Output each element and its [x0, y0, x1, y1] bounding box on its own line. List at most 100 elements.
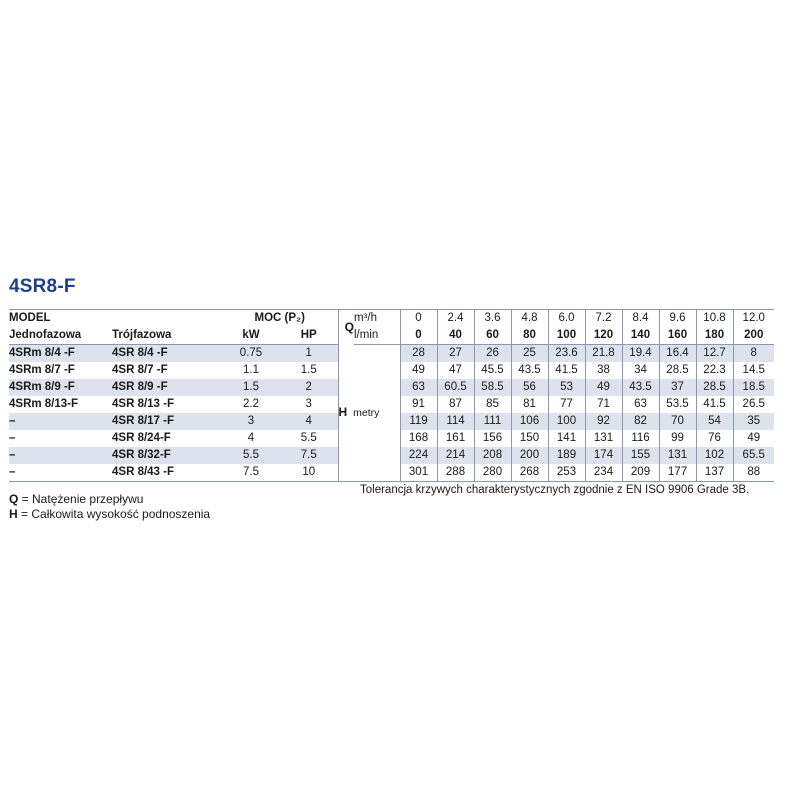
head-value-cell: 111 [473, 413, 511, 430]
head-value-cell: 114 [436, 413, 474, 430]
three-phase-model: 4SR 8/32-F [112, 447, 222, 464]
flow-lmin-cell: 60 [473, 327, 511, 345]
three-phase-model: 4SR 8/4 -F [112, 344, 222, 362]
head-value-cell: 41.5 [547, 362, 585, 379]
legend-q-text: = Natężenie przepływu [18, 492, 144, 506]
head-value-cell: 137 [695, 464, 733, 482]
flow-lmin-cell: 120 [584, 327, 622, 345]
flow-lmin-cell: 100 [547, 327, 585, 345]
head-value-cell: 88 [732, 464, 774, 482]
tolerance-note: Tolerancja krzywych charakterystycznych … [360, 484, 750, 496]
power-kw: 5.5 [222, 447, 280, 464]
power-kw: 3 [222, 413, 280, 430]
head-value-cell: 209 [621, 464, 659, 482]
head-value-cell: 174 [584, 447, 622, 464]
head-value-cell: 27 [436, 344, 474, 362]
head-value-cell: 71 [584, 396, 622, 413]
single-phase-model: – [9, 432, 16, 444]
single-phase-model: 4SRm 8/9 -F [9, 379, 112, 396]
head-value-cell: 81 [510, 396, 548, 413]
legend-h-text: = Całkowita wysokość podnoszenia [17, 507, 211, 521]
legend-q: Q = Natężenie przepływu [9, 491, 143, 507]
q-symbol: Q [337, 309, 354, 345]
legend-h-symbol: H [9, 507, 18, 521]
head-value-cell: 119 [399, 413, 437, 430]
head-value-cell: 177 [658, 464, 696, 482]
head-value-cell: 301 [399, 464, 437, 482]
three-phase-model: 4SR 8/43 -F [112, 464, 222, 482]
head-value-cell: 156 [473, 430, 511, 447]
head-value-cell: 253 [547, 464, 585, 482]
flow-m3h-cell: 10.8 [695, 309, 733, 327]
head-value-cell: 26 [473, 344, 511, 362]
three-phase-model: 4SR 8/17 -F [112, 413, 222, 430]
head-value-cell: 25 [510, 344, 548, 362]
head-value-cell: 28.5 [658, 362, 696, 379]
three-phase-model: 4SR 8/9 -F [112, 379, 222, 396]
legend-h: H = Całkowita wysokość podnoszenia [9, 506, 210, 522]
table-row: –4SR 8/17 -F 3 4 119 114 111 106 100 92 82 70 54 35 [9, 413, 774, 430]
unit-lmin: l/min [354, 327, 400, 345]
flow-m3h-cell: 7.2 [584, 309, 622, 327]
head-value-cell: 70 [658, 413, 696, 430]
head-value-cell: 234 [584, 464, 622, 482]
unit-m3h: m³/h [354, 309, 400, 327]
head-value-cell: 18.5 [732, 379, 774, 396]
flow-m3h-cell: 12.0 [732, 309, 774, 327]
flow-m3h-cell: 0 [399, 309, 437, 327]
flow-lmin-cell: 80 [510, 327, 548, 345]
head-value-cell: 106 [510, 413, 548, 430]
head-value-cell: 28 [399, 344, 437, 362]
flow-lmin-cell: 160 [658, 327, 696, 345]
head-value-cell: 47 [436, 362, 474, 379]
head-value-cell: 43.5 [510, 362, 548, 379]
head-value-cell: 58.5 [473, 379, 511, 396]
single-phase-model: 4SRm 8/7 -F [9, 364, 75, 376]
kw-header: kW [222, 327, 280, 345]
head-value-cell: 200 [510, 447, 548, 464]
head-value-cell: 87 [436, 396, 474, 413]
power-hp: 3 [305, 398, 312, 410]
legend-q-symbol: Q [9, 492, 19, 506]
head-value-cell: 85 [473, 396, 511, 413]
flow-lmin-cell: 140 [621, 327, 659, 345]
h-unit: metry [353, 407, 380, 419]
power-hp: 7.5 [280, 447, 338, 464]
head-value-cell: 12.7 [695, 344, 733, 362]
head-value-cell: 16.4 [658, 344, 696, 362]
head-value-cell: 189 [547, 447, 585, 464]
power-kw: 2.2 [243, 398, 259, 410]
head-value-cell: 116 [621, 430, 659, 447]
head-value-cell: 82 [621, 413, 659, 430]
model-header: MODEL [9, 309, 222, 327]
three-phase-header: Trójfazowa [112, 327, 222, 345]
head-value-cell: 224 [399, 447, 437, 464]
head-value-cell: 214 [436, 447, 474, 464]
head-value-cell: 131 [658, 447, 696, 464]
single-phase-header: Jednofazowa [9, 327, 112, 345]
single-phase-model: – [9, 464, 112, 482]
flow-m3h-cell: 2.4 [436, 309, 474, 327]
flow-lmin-cell: 0 [399, 327, 437, 345]
head-value-cell: 168 [399, 430, 437, 447]
single-phase-model: – [9, 413, 112, 430]
head-value-cell: 102 [695, 447, 733, 464]
head-value-cell: 76 [695, 430, 733, 447]
head-value-cell: 56 [510, 379, 548, 396]
head-value-cell: 280 [473, 464, 511, 482]
power-kw: 1.5 [222, 379, 280, 396]
three-phase-model: 4SR 8/24-F [112, 432, 171, 444]
hp-header: HP [280, 327, 338, 345]
head-value-cell: 99 [658, 430, 696, 447]
flow-lmin-cell: 200 [732, 327, 774, 345]
head-value-cell: 38 [584, 362, 622, 379]
head-value-cell: 65.5 [732, 447, 774, 464]
head-value-cell: 131 [584, 430, 622, 447]
head-value-cell: 37 [658, 379, 696, 396]
head-value-cell: 91 [399, 396, 437, 413]
head-value-cell: 35 [732, 413, 774, 430]
head-value-cell: 43.5 [621, 379, 659, 396]
head-value-cell: 53.5 [658, 396, 696, 413]
